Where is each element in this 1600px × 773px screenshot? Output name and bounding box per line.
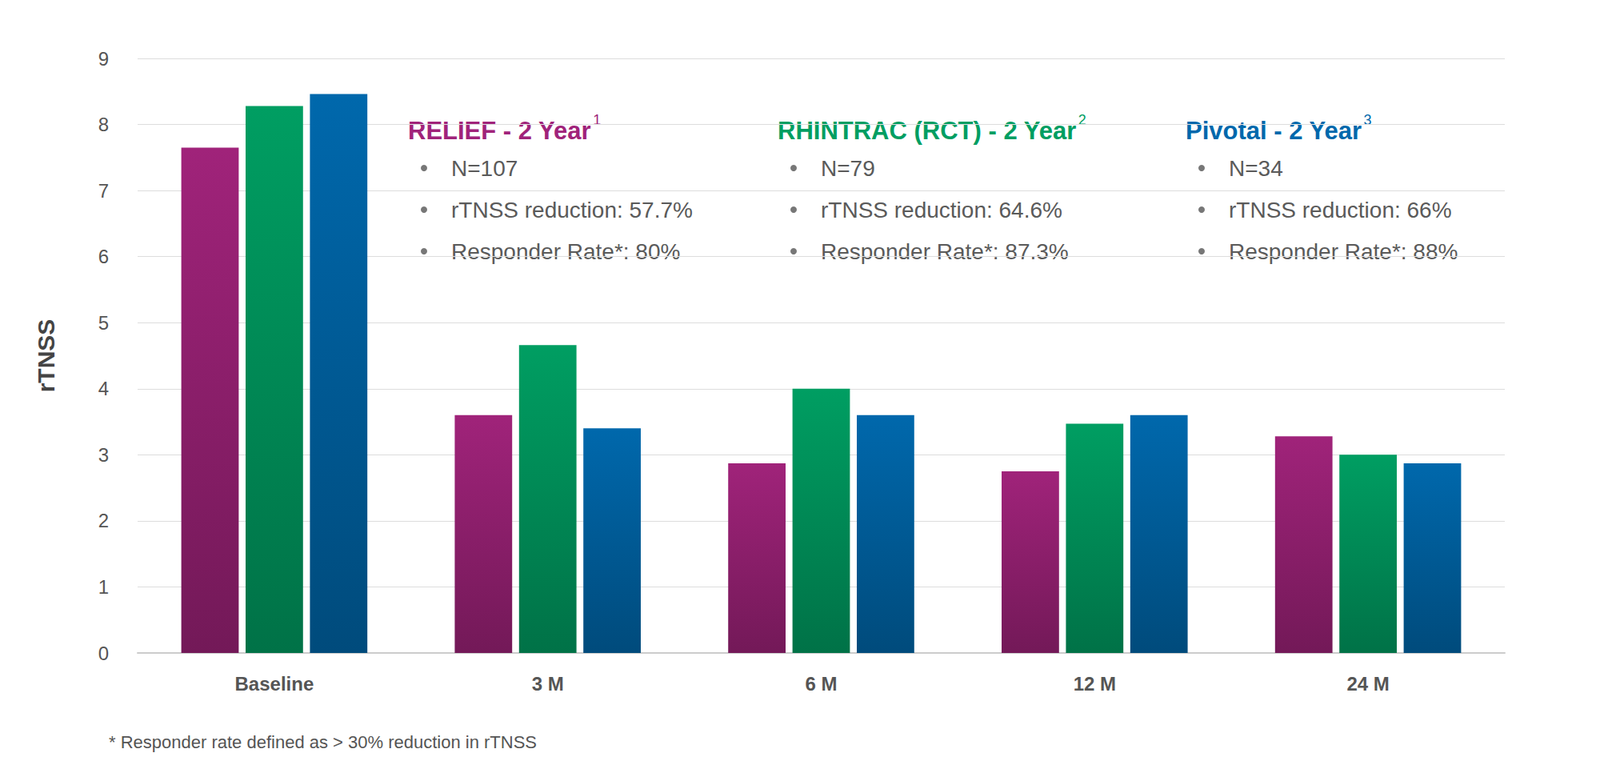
svg-text:* Responder rate defined as >: * Responder rate defined as > 30% reduct… bbox=[108, 732, 537, 752]
svg-text:1: 1 bbox=[98, 576, 109, 598]
svg-text:RHINTRAC (RCT) - 2 Year: RHINTRAC (RCT) - 2 Year bbox=[777, 116, 1076, 145]
svg-text:6 M: 6 M bbox=[804, 672, 837, 695]
svg-text:rTNSS reduction: 64.6%: rTNSS reduction: 64.6% bbox=[820, 197, 1063, 223]
svg-text:Responder Rate*: 87.3%: Responder Rate*: 87.3% bbox=[820, 239, 1069, 264]
svg-text:N=34: N=34 bbox=[1228, 156, 1284, 181]
svg-text:24 M: 24 M bbox=[1346, 672, 1389, 695]
svg-text:Responder Rate*: 88%: Responder Rate*: 88% bbox=[1228, 239, 1458, 264]
svg-text:rTNSS reduction: 66%: rTNSS reduction: 66% bbox=[1228, 197, 1452, 223]
svg-text:2: 2 bbox=[1078, 112, 1087, 128]
svg-text:rTNSS reduction: 57.7%: rTNSS reduction: 57.7% bbox=[451, 197, 693, 223]
svg-text:rTNSS: rTNSS bbox=[32, 319, 60, 393]
svg-text:8: 8 bbox=[98, 113, 109, 136]
svg-text:Baseline: Baseline bbox=[235, 672, 315, 695]
svg-text:1: 1 bbox=[592, 112, 601, 128]
svg-text:N=107: N=107 bbox=[451, 156, 518, 181]
svg-text:N=79: N=79 bbox=[820, 156, 876, 181]
svg-text:9: 9 bbox=[98, 48, 109, 70]
svg-text:5: 5 bbox=[98, 312, 109, 334]
svg-text:12 M: 12 M bbox=[1073, 672, 1116, 695]
svg-text:6: 6 bbox=[98, 245, 109, 268]
svg-text:3: 3 bbox=[1364, 112, 1372, 128]
svg-text:3 M: 3 M bbox=[532, 672, 564, 695]
svg-text:3: 3 bbox=[98, 444, 109, 466]
svg-text:Pivotal - 2 Year: Pivotal - 2 Year bbox=[1185, 116, 1362, 145]
svg-text:RELIEF - 2 Year: RELIEF - 2 Year bbox=[408, 116, 592, 145]
svg-text:4: 4 bbox=[98, 377, 109, 400]
svg-text:2: 2 bbox=[98, 509, 109, 532]
svg-text:Responder Rate*: 80%: Responder Rate*: 80% bbox=[451, 239, 680, 264]
svg-text:0: 0 bbox=[98, 642, 109, 664]
svg-text:7: 7 bbox=[98, 180, 109, 202]
